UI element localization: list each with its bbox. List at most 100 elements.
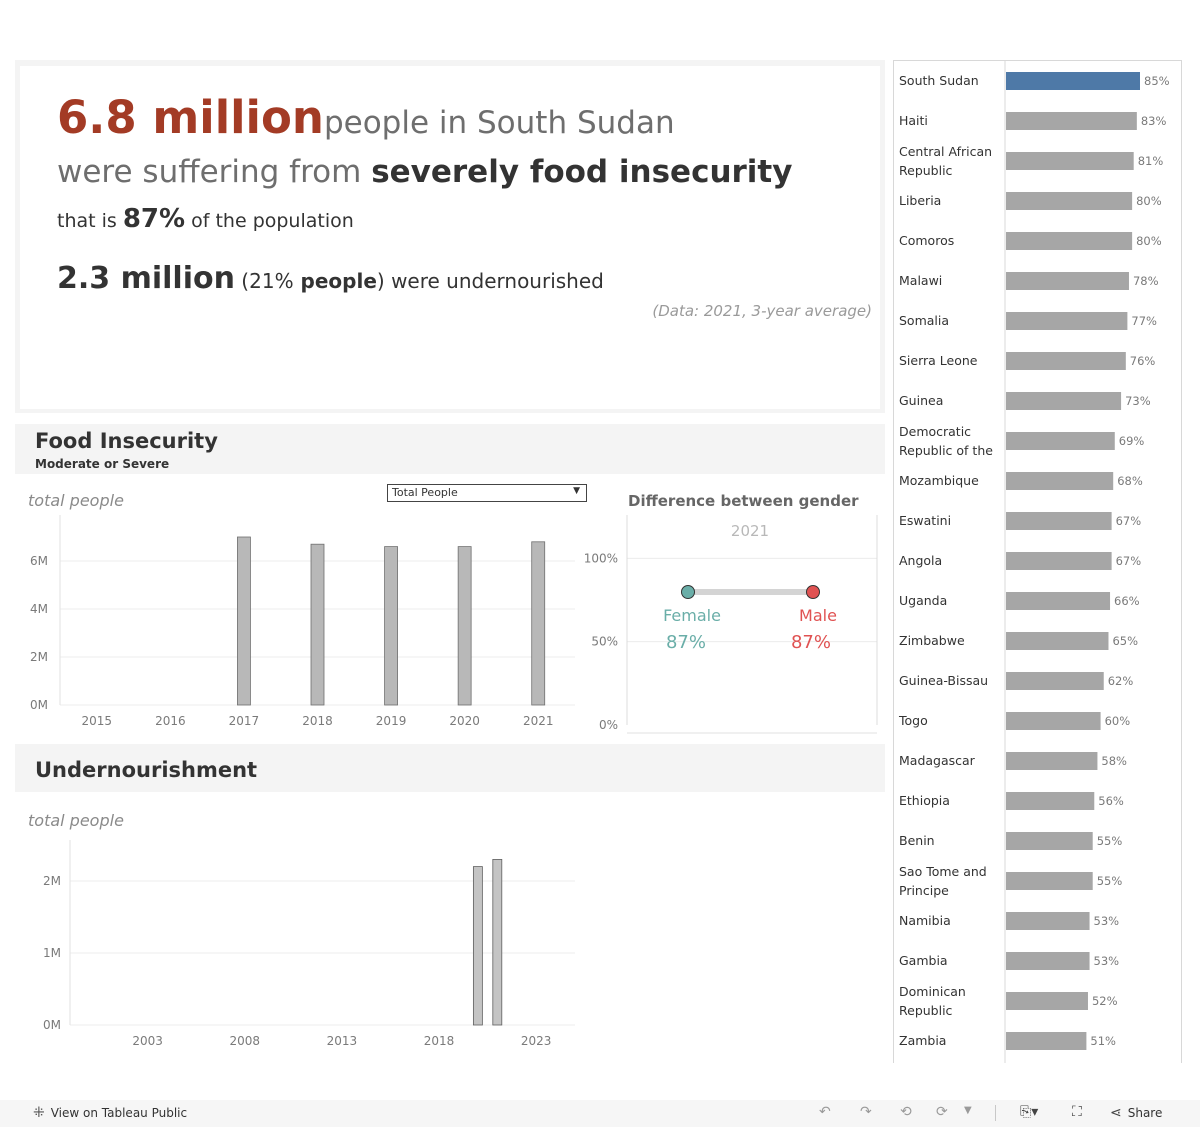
country-bar — [1006, 552, 1112, 570]
chevron-down-icon[interactable]: ▼ — [964, 1105, 972, 1116]
country-value-label: 52% — [1092, 994, 1118, 1008]
country-bar — [1006, 352, 1126, 370]
country-label: Sao Tome and Principe — [899, 864, 987, 898]
footer-divider — [995, 1105, 996, 1121]
bar — [457, 546, 472, 706]
country-label: Central African Republic — [899, 144, 992, 178]
y-tick-label: 2M — [30, 650, 48, 664]
country-value-label: 76% — [1130, 354, 1156, 368]
headline-percent: 87% — [122, 204, 186, 234]
country-bar — [1006, 432, 1115, 450]
country-label: Ethiopia — [899, 793, 950, 808]
country-label-line: Mozambique — [899, 473, 979, 488]
y-tick-label: 100% — [585, 551, 618, 565]
country-label: Madagascar — [899, 753, 976, 768]
fullscreen-icon[interactable]: ⛶ — [1072, 1104, 1082, 1120]
country-bar — [1006, 72, 1140, 90]
food-insecurity-header: Food Insecurity Moderate or Severe — [15, 424, 885, 474]
view-on-tableau-link[interactable]: ⁜ View on Tableau Public — [33, 1105, 187, 1121]
refresh-icon[interactable]: ⟳ — [936, 1104, 948, 1120]
country-ranking-panel — [893, 60, 1182, 1063]
chevron-down-icon: ▼ — [573, 486, 580, 496]
country-bar — [1006, 392, 1122, 410]
country-label: Eswatini — [899, 513, 951, 528]
redo-icon[interactable]: ↷ — [860, 1104, 872, 1120]
under-paren-rest: ) were undernourished — [376, 269, 604, 293]
country-value-label: 51% — [1090, 1034, 1116, 1048]
country-label: Gambia — [899, 953, 948, 968]
country-value-label: 80% — [1136, 194, 1162, 208]
country-value-label: 66% — [1114, 594, 1140, 608]
country-bar — [1006, 992, 1088, 1010]
download-icon[interactable]: ⎘▾ — [1020, 1104, 1039, 1120]
country-label: Angola — [899, 553, 942, 568]
tableau-footer: ⁜ View on Tableau Public ↶ ↷ ⟲ ⟳ ▼ ⎘▾ ⛶ … — [0, 1100, 1200, 1127]
headline-line-2: were suffering from severely food insecu… — [57, 154, 792, 190]
country-value-label: 55% — [1097, 874, 1123, 888]
country-value-label: 85% — [1144, 74, 1170, 88]
headline-country: South Sudan — [477, 105, 675, 141]
country-label-line: Zambia — [899, 1033, 946, 1048]
male-point — [806, 585, 820, 599]
country-label-line: Malawi — [899, 273, 942, 288]
summary-card: 6.8 millionpeople in South Sudan were su… — [20, 66, 880, 409]
female-point — [681, 585, 695, 599]
country-bar — [1006, 1032, 1087, 1050]
country-label: Uganda — [899, 593, 947, 608]
country-label: Democratic Republic of the — [899, 424, 993, 458]
country-value-label: 53% — [1094, 954, 1120, 968]
country-bar — [1006, 792, 1095, 810]
food-insecurity-axis-caption: total people — [28, 491, 124, 510]
country-bar — [1006, 752, 1098, 770]
headline-line-3: that is 87% of the population — [57, 204, 354, 234]
country-label-line: Dominican — [899, 984, 966, 999]
headline-line-1: 6.8 millionpeople in South Sudan — [57, 91, 675, 144]
food-insecurity-chart: 0M 2M 4M 6M 2015 2016 2017 2018 2019 2020 2021 — [30, 515, 575, 728]
country-value-label: 67% — [1116, 514, 1142, 528]
undo-icon[interactable]: ↶ — [819, 1104, 831, 1120]
x-tick-label: 2008 — [230, 1034, 261, 1048]
bar — [237, 536, 251, 706]
y-tick-label: 2M — [43, 874, 61, 888]
country-label-line: Togo — [898, 713, 928, 728]
country-label-line: Liberia — [899, 193, 941, 208]
undernourishment-title: Undernourishment — [35, 758, 258, 782]
country-label: Somalia — [899, 313, 949, 328]
country-value-label: 62% — [1108, 674, 1134, 688]
bar — [384, 546, 398, 706]
headline-text-people-in: people in — [323, 105, 477, 141]
y-tick-label: 0M — [30, 698, 48, 712]
country-label-line: Democratic — [899, 424, 971, 439]
country-ranking-chart: South Sudan 85% Haiti 83% Central African Rep… — [898, 60, 1170, 1063]
country-label: Zimbabwe — [899, 633, 965, 648]
x-tick-label: 2016 — [155, 714, 186, 728]
female-label: Female — [663, 606, 721, 625]
undernourishment-axis-caption: total people — [28, 811, 124, 830]
x-tick-label: 2023 — [521, 1034, 552, 1048]
country-label-line: Central African — [899, 144, 992, 159]
country-bar — [1006, 592, 1111, 610]
under-pct: 21% — [249, 269, 294, 293]
country-label: Sierra Leone — [899, 353, 978, 368]
y-tick-label: 50% — [591, 635, 618, 649]
male-value-label: 87% — [791, 632, 831, 653]
country-value-label: 81% — [1138, 154, 1164, 168]
headline-amount: 6.8 million — [57, 91, 324, 144]
headline-severity: severely food insecurity — [371, 154, 793, 190]
country-value-label: 65% — [1112, 634, 1138, 648]
revert-icon[interactable]: ⟲ — [900, 1104, 912, 1120]
country-value-label: 77% — [1131, 314, 1157, 328]
country-label-line: Sierra Leone — [899, 353, 978, 368]
female-value-label: 87% — [666, 632, 706, 653]
country-bar — [1006, 112, 1137, 130]
x-tick-label: 2020 — [449, 714, 480, 728]
view-on-tableau-label: View on Tableau Public — [50, 1106, 188, 1120]
country-value-label: 80% — [1136, 234, 1162, 248]
share-icon: ⋖ — [1110, 1105, 1122, 1121]
country-label-line: Ethiopia — [899, 793, 950, 808]
country-label: Benin — [899, 833, 935, 848]
y-tick-label: 0% — [599, 718, 618, 732]
country-value-label: 68% — [1117, 474, 1143, 488]
share-button[interactable]: ⋖ Share — [1110, 1105, 1162, 1121]
measure-filter-dropdown[interactable]: Total People ▼ — [387, 484, 587, 502]
